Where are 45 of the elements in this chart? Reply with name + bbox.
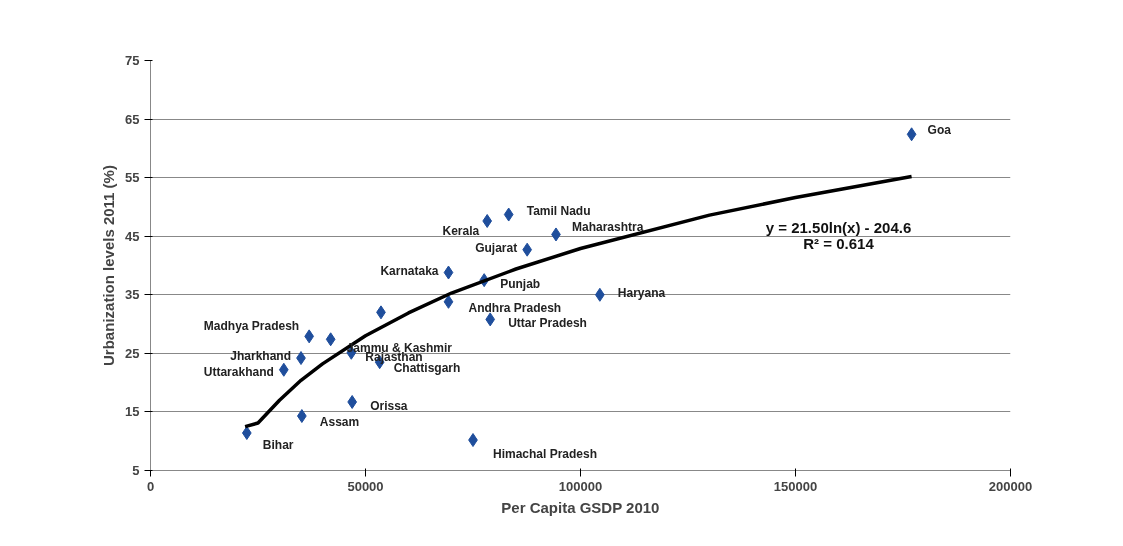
x-axis-title: Per Capita GSDP 2010 [501,498,660,516]
annotation: Assam [319,415,360,430]
point [241,426,252,441]
point [485,312,496,327]
y-tick-label: 35 [125,287,140,303]
point [503,207,514,222]
x-tick-label: 150000 [773,478,818,494]
x-tick-label: 50000 [347,478,384,494]
y-tick-label: 15 [125,404,140,420]
point [906,127,917,142]
point [278,362,289,377]
y-tick-label: 55 [125,170,140,186]
y-axis-title: Urbanization levels 2011 (%) [100,165,118,366]
annotation: R² = 0.614 [803,235,875,253]
annotation: Karnataka [380,263,439,278]
annotation: Andhra Pradesh [468,300,562,315]
y-tick-label: 25 [125,345,140,361]
annotation: Chattisgarh [393,361,461,376]
annotation: Uttarakhand [203,364,274,379]
y-tick-label: 75 [125,53,140,68]
point [325,332,336,347]
annotation: Tamil Nadu [526,203,591,218]
annotation: Bihar [262,438,294,453]
annotation: Orissa [370,398,408,413]
annotation: Madhya Pradesh [203,319,300,334]
annotation: Haryana [617,285,666,300]
annotation: Kerala [442,223,480,238]
point [482,213,493,228]
annotation: Gujarat [475,240,518,255]
x-tick-label: 200000 [988,478,1033,494]
point [522,242,533,257]
annotation: Jharkhand [230,349,291,364]
annotation: Himachal Pradesh [493,447,598,462]
annotation: Maharashtra [571,220,644,235]
y-tick-label: 65 [125,111,140,127]
y-tick-label: 5 [132,463,140,478]
point [443,294,454,309]
x-tick-label: 0 [146,478,155,494]
annotation: y = 21.50ln(x) - 204.6 [765,218,912,236]
annotation: Punjab [500,277,541,292]
annotation: Uttar Pradesh [508,316,587,331]
y-tick-label: 45 [125,228,140,244]
point [443,265,454,280]
annotation: Goa [927,123,952,138]
x-tick-label: 100000 [558,478,603,494]
